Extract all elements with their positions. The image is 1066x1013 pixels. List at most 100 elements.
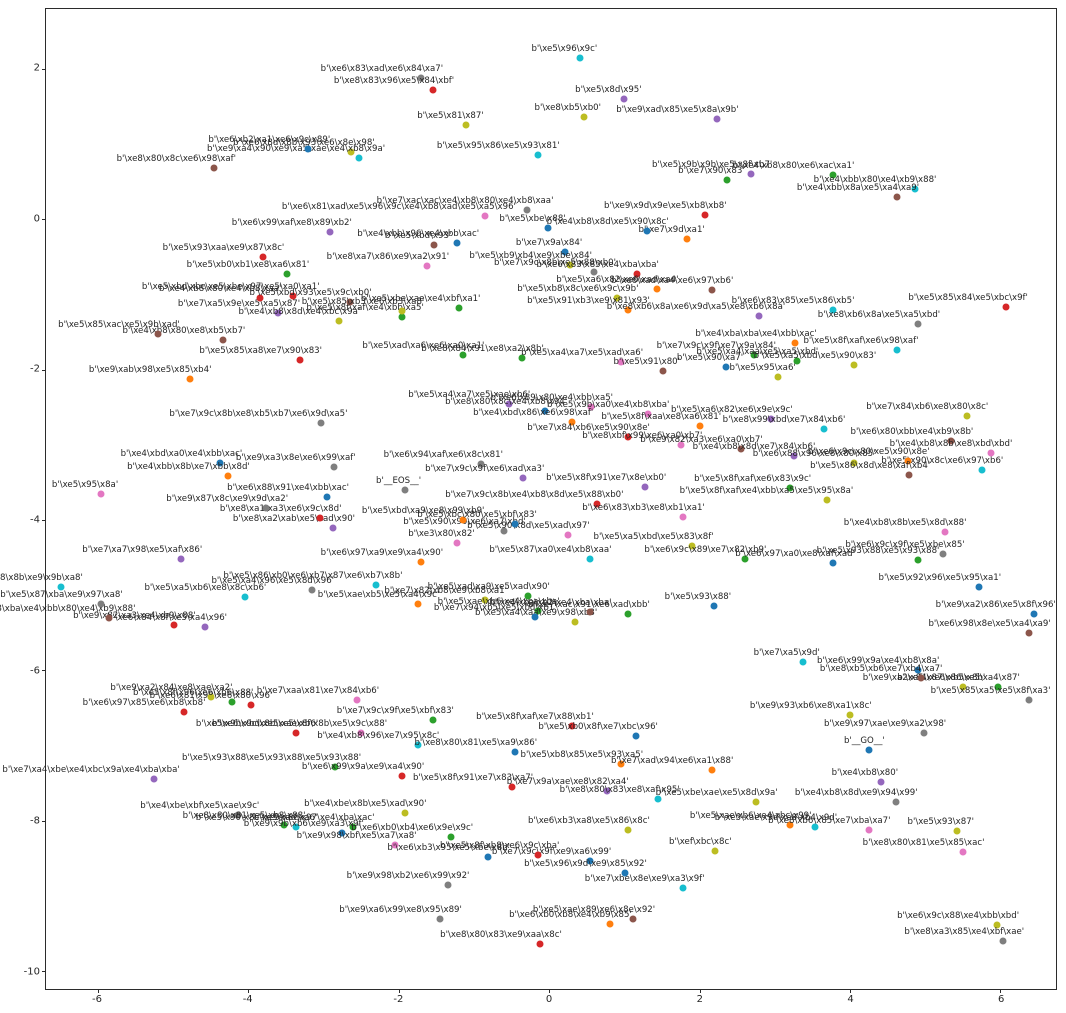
data-point — [241, 593, 249, 601]
point-label: b'\xe6\x9c\x89\xe7\x82\xb9' — [644, 545, 767, 556]
data-point — [644, 410, 652, 418]
data-point — [993, 921, 1001, 929]
point-label: b'\xe7\xac\x91\xe6\xad\xbb' — [528, 599, 650, 610]
point-label: b'\xe9\x9b\xb6\xe9\xa3\x9f' — [243, 819, 364, 830]
data-point — [939, 550, 947, 558]
x-tick-mark — [97, 989, 99, 993]
point-label: b'\xe8\x80\x8c\xe4\xb8\x94' — [445, 397, 568, 408]
point-label: b'\xe4\xb8\x8b\xe5\x8d\x88' — [843, 518, 967, 529]
point-label: b'\xe6\x97\x85\xe6\xb8\xb8' — [82, 697, 206, 708]
data-point — [186, 375, 194, 383]
point-label: b'\xe4\xb8\x8d\xe5\x90\x8c' — [546, 216, 669, 227]
point-label: b'\xe6\x98\x8e\xe5\xa4\xa9' — [928, 618, 1051, 629]
point-label: b'\xe6\x88\x91\xe4\xbb\xac' — [227, 482, 350, 493]
point-label: b'\xe5\x90\x8c\xe5\xad\xa6' — [195, 813, 318, 824]
data-point — [708, 286, 716, 294]
point-label: b'\xe8\xa7\x86\xe9\xa2\x91' — [326, 252, 450, 263]
point-label: b'\xe5\xae\xb6\xe4\xba\xba' — [437, 596, 560, 607]
data-point — [330, 463, 338, 471]
point-label: b'\xe8\xb5\xb6\xe7\xb4\xa7' — [819, 663, 943, 674]
point-label: b'\xe5\xad\xa6\xe6\xa0\xa1' — [362, 340, 485, 351]
point-label: b'\xe5\x93\x88' — [664, 592, 732, 603]
data-point — [274, 309, 282, 317]
point-label: b'\xe8\x84\x91\xe8\xa2\x8b' — [421, 344, 544, 355]
y-tick-mark — [42, 820, 46, 822]
data-point — [905, 471, 913, 479]
point-label: b'\xe5\xae\xb6\xe4\xbc\x99' — [689, 811, 812, 822]
data-point — [459, 516, 467, 524]
point-label: b'\xe5\xa4\xaa\xe5\xa5\xbd' — [696, 346, 819, 357]
point-label: b'\xe5\x93\x88\xe5\x93\x88' — [816, 545, 940, 556]
point-label: b'\xe6\x84\x8f\xe5\xa4\x96' — [106, 612, 228, 623]
data-point — [234, 811, 242, 819]
point-label: b'\xe5\x9b\x9b\xe5\x8f\xb7' — [651, 159, 773, 170]
point-label: b'\xe5\x96\x9d\xe9\x85\x92' — [524, 858, 647, 869]
point-label: b'\xe6\x9c\x80\xe5\x90\x8e' — [807, 447, 930, 458]
data-point — [829, 171, 837, 179]
point-label: b'\xe5\x8f\x96\xe6\xb6\x88' — [133, 687, 254, 698]
data-point — [586, 608, 594, 616]
point-label: b'\xe5\xbd\xa9\xe8\x99\xb9' — [361, 506, 485, 517]
data-point — [391, 841, 399, 849]
point-label: b'\xe6\x9c\x9f\xe5\xbe\x85' — [845, 539, 965, 550]
point-label: b'\xe5\x8f\xaf\xe4\xbb\xa5' — [306, 303, 424, 314]
point-label: b'\xe5\xa4\xaa\xe9\x98\xb3' — [475, 608, 597, 618]
data-point — [398, 772, 406, 780]
point-label: b'\xe6\x9c\x8b\xe5\x8f\x8b\xe5\x9c\x88' — [211, 719, 388, 730]
point-label: b'\xe5\x86\xb0\xe6\xb7\x87\xe6\xb7\x8b' — [223, 570, 403, 581]
point-label: b'\xe5\x93\x88\xe5\x93\x88\xe5\x93\x88' — [182, 753, 362, 764]
data-point — [632, 732, 640, 740]
point-label: b'\xe6\x89\x80\xe4\xbb\xa5' — [490, 393, 614, 404]
data-point — [453, 239, 461, 247]
data-point — [679, 513, 687, 521]
point-label: b'\xe6\x88\x96\xe8\x80\x85' — [752, 448, 876, 459]
point-label: b'\xe7\xac\xac\xe4\xb8\x80\xe4\xb8\xaa' — [376, 196, 554, 207]
data-point — [624, 433, 632, 441]
point-label: b'__GO__' — [843, 736, 885, 746]
point-label: b'\xe9\xa4\x90\xe9\xa5\xae\xe4\xb8\x9a' — [206, 143, 386, 154]
data-point — [613, 294, 621, 302]
y-tick-mark — [42, 520, 46, 522]
data-point — [398, 313, 406, 321]
data-point — [603, 787, 611, 795]
x-tick-mark — [1000, 989, 1002, 993]
data-point — [453, 539, 461, 547]
point-label: b'\xe8\xb6\x8a\xe5\xa5\xbd' — [817, 309, 941, 320]
data-point — [447, 833, 455, 841]
point-label: b'\xe4\xb8\xba\xe4\xbb\x80\xe4\xb9\x88' — [0, 603, 136, 614]
data-point — [708, 766, 716, 774]
point-label: b'\xe5\xbc\x80\xe5\xbf\x83' — [417, 509, 537, 520]
point-label: b'\xef\xbc\x8c' — [669, 837, 732, 848]
data-point — [518, 354, 526, 362]
y-tick-label: -2 — [30, 363, 40, 375]
x-tick-label: -6 — [91, 994, 102, 1005]
data-point — [484, 853, 492, 861]
data-point — [975, 583, 983, 591]
data-point — [357, 729, 365, 737]
data-point — [586, 555, 594, 563]
point-label: b'\xe5\xbd\x93' — [384, 230, 452, 241]
point-label: b'\xe5\x9b\xbd\xe5\xae\xb6' — [195, 719, 319, 730]
point-label: b'\xe5\xbd\xbc\xe5\xbe\x97\xe5\xa0\xa1' — [141, 282, 320, 293]
point-label: b'\xe5\x85\xac\xe5\x9b\xad' — [58, 319, 180, 330]
point-label: b'\xe7\x90\x83' — [678, 166, 745, 177]
point-label: b'\xe5\x90\x8d\xe5\xad\x97' — [467, 521, 590, 532]
data-point — [959, 683, 967, 691]
data-point — [262, 504, 270, 512]
point-label: b'\xe5\xa5\xbd\xe5\x83\x8f' — [593, 532, 714, 543]
y-tick-label: 2 — [33, 62, 40, 74]
data-point — [999, 937, 1007, 945]
data-point — [289, 292, 297, 300]
point-label: b'\xe5\x87\xa0\xe4\xb8\xaa' — [489, 545, 612, 556]
point-label: b'\xe6\x81\xad\xe5\x96\x9c\xe4\xb8\xad\x… — [281, 201, 516, 212]
data-point — [723, 176, 731, 184]
point-label: b'\xe5\x87\xba\xe9\x97\xa8' — [0, 590, 123, 601]
point-label: b'\xe4\xba\xba\xe4\xbb\xac' — [695, 328, 817, 339]
point-label: b'\xe6\xb0\xb4\xe6\x9e\x9c' — [351, 823, 474, 834]
data-point — [793, 357, 801, 365]
data-point — [1002, 303, 1010, 311]
point-label: b'\xe6\xb2\xa1\xe6\x9c\x89' — [208, 134, 331, 145]
point-label: b'\xe5\x95\xa6' — [729, 363, 796, 374]
y-tick-mark — [42, 69, 46, 71]
data-point — [688, 542, 696, 550]
